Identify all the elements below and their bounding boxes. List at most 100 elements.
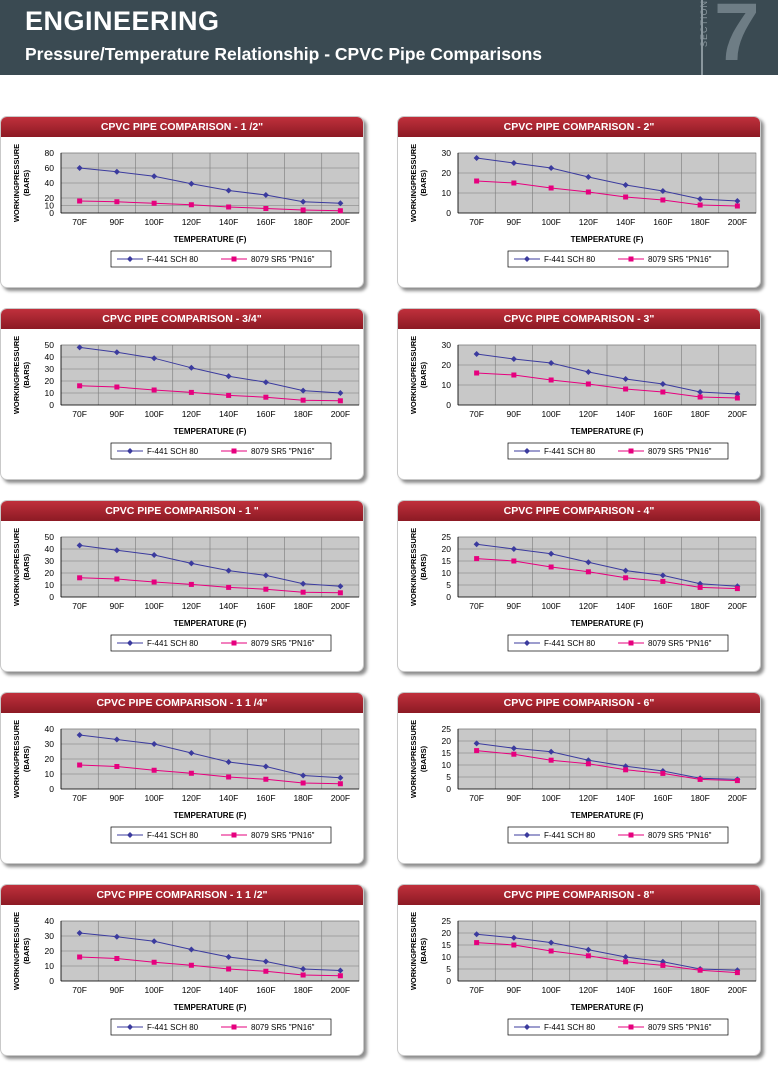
data-point-square bbox=[77, 383, 83, 389]
legend-label: F-441 SCH 80 bbox=[544, 447, 596, 456]
data-point-diamond bbox=[622, 567, 629, 574]
data-point-diamond bbox=[151, 552, 158, 558]
data-point-diamond bbox=[510, 934, 517, 941]
chart-svg: 0 10 20 30 70F 90F 100F 120F 140F 160F 180F 200F WOR… bbox=[409, 336, 757, 460]
y-tick-label: 10 bbox=[45, 388, 55, 398]
x-axis-label: TEMPERATURE (F) bbox=[174, 1003, 247, 1012]
chart-title: CPVC PIPE COMPARISON - 1 " bbox=[1, 501, 363, 521]
y-tick-label: 10 bbox=[45, 961, 55, 971]
series-line bbox=[476, 543, 738, 587]
y-tick-label: 0 bbox=[49, 400, 54, 410]
legend-marker-square bbox=[628, 1024, 634, 1030]
y-tick-label: 10 bbox=[45, 201, 55, 211]
y-tick-label: 20 bbox=[442, 736, 452, 746]
y-axis-label: WORKINGPRESSURE (BARS) bbox=[12, 528, 31, 606]
data-point-square bbox=[697, 202, 703, 208]
x-tick-label: 180F bbox=[293, 409, 312, 419]
x-tick-label: 120F bbox=[182, 409, 201, 419]
series-line bbox=[79, 734, 341, 779]
x-tick-label: 160F bbox=[256, 601, 275, 611]
data-point-diamond bbox=[473, 351, 480, 357]
legend-label: F-441 SCH 80 bbox=[147, 831, 199, 840]
data-point-square bbox=[585, 953, 591, 959]
series-line bbox=[476, 750, 738, 782]
x-tick-label: 90F bbox=[110, 985, 125, 995]
data-point-square bbox=[151, 579, 157, 585]
data-point-square bbox=[697, 584, 703, 590]
chart-title: CPVC PIPE COMPARISON - 4" bbox=[398, 501, 760, 521]
x-tick-label: 70F bbox=[469, 217, 484, 227]
data-point-diamond bbox=[225, 187, 232, 194]
y-tick-label: 30 bbox=[45, 556, 55, 566]
y-axis-label-line: (BARS) bbox=[419, 553, 428, 580]
x-tick-label: 100F bbox=[144, 217, 163, 227]
series-line bbox=[79, 577, 341, 594]
legend-marker-diamond bbox=[127, 640, 133, 646]
data-point-diamond bbox=[659, 572, 666, 579]
data-point-square bbox=[337, 590, 343, 596]
y-tick-label: 20 bbox=[442, 168, 452, 178]
data-point-diamond bbox=[622, 954, 629, 960]
y-axis-label: WORKINGPRESSURE (BARS) bbox=[409, 912, 428, 990]
legend-marker-diamond bbox=[524, 256, 530, 262]
data-point-square bbox=[226, 204, 232, 210]
legend-marker-diamond bbox=[127, 1024, 133, 1030]
legend-label: 8079 SR5 "PN16" bbox=[648, 639, 712, 648]
data-point-square bbox=[734, 586, 740, 592]
data-point-square bbox=[226, 584, 232, 590]
x-tick-label: 70F bbox=[469, 985, 484, 995]
x-tick-label: 200F bbox=[728, 985, 747, 995]
data-point-diamond bbox=[337, 967, 344, 974]
data-point-diamond bbox=[188, 750, 195, 756]
y-tick-label: 60 bbox=[45, 163, 55, 173]
data-point-diamond bbox=[659, 381, 666, 387]
chart-card-1-quarter-inch: CPVC PIPE COMPARISON - 1 1 /4" 0 10 20 30 40… bbox=[0, 692, 364, 864]
series-line bbox=[79, 932, 341, 971]
data-point-square bbox=[623, 767, 629, 773]
data-point-diamond bbox=[510, 546, 517, 552]
y-axis-label-line: WORKINGPRESSURE bbox=[12, 528, 21, 606]
y-tick-label: 0 bbox=[49, 976, 54, 986]
data-point-square bbox=[300, 780, 306, 786]
data-point-diamond bbox=[76, 930, 83, 936]
data-point-diamond bbox=[76, 344, 83, 351]
series-line bbox=[79, 346, 341, 394]
series-line bbox=[476, 180, 738, 207]
data-point-square bbox=[114, 956, 120, 961]
data-point-diamond bbox=[622, 376, 629, 382]
y-axis-label-line: (BARS) bbox=[419, 361, 428, 388]
x-tick-label: 120F bbox=[579, 217, 598, 227]
data-point-diamond bbox=[548, 550, 555, 557]
y-tick-label: 50 bbox=[45, 340, 55, 350]
series-line bbox=[476, 933, 738, 971]
data-point-diamond bbox=[697, 196, 704, 202]
data-point-square bbox=[226, 774, 232, 780]
legend-label: 8079 SR5 "PN16" bbox=[251, 1023, 315, 1032]
x-tick-label: 180F bbox=[690, 409, 709, 419]
x-tick-label: 160F bbox=[653, 601, 672, 611]
series-line bbox=[476, 742, 738, 780]
x-tick-label: 140F bbox=[219, 601, 238, 611]
data-point-square bbox=[474, 370, 480, 376]
data-point-diamond bbox=[585, 559, 592, 566]
x-tick-label: 100F bbox=[541, 601, 560, 611]
y-tick-label: 80 bbox=[45, 148, 55, 158]
data-point-diamond bbox=[697, 389, 704, 395]
x-tick-label: 200F bbox=[331, 217, 350, 227]
data-point-square bbox=[114, 576, 120, 582]
y-axis-label-line: (BARS) bbox=[419, 937, 428, 964]
legend-marker-square bbox=[231, 448, 237, 454]
data-point-square bbox=[151, 959, 157, 965]
data-point-square bbox=[585, 761, 591, 767]
data-point-square bbox=[548, 185, 554, 191]
data-point-square bbox=[337, 973, 343, 979]
y-axis-label: WORKINGPRESSURE (BARS) bbox=[409, 720, 428, 798]
data-point-diamond bbox=[76, 732, 83, 738]
data-point-diamond bbox=[337, 200, 344, 207]
y-tick-label: 0 bbox=[446, 976, 451, 986]
data-point-diamond bbox=[262, 763, 269, 770]
y-tick-label: 0 bbox=[446, 592, 451, 602]
legend-label: F-441 SCH 80 bbox=[147, 639, 199, 648]
series-line bbox=[79, 956, 341, 977]
x-tick-label: 100F bbox=[144, 601, 163, 611]
